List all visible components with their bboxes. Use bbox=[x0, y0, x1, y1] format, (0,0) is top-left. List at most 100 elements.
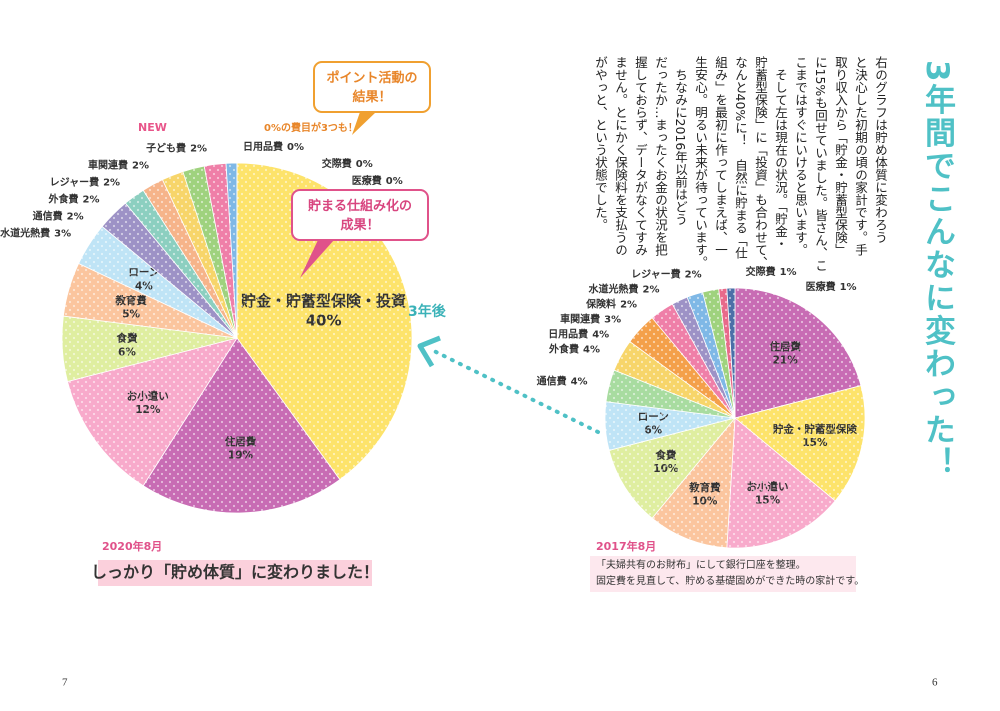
slice-category: 日用品費 bbox=[243, 140, 283, 153]
slice-value: 2% bbox=[685, 270, 702, 281]
callout-line: ポイント活動の bbox=[326, 70, 417, 86]
callout-text: 貯まる仕組み化の成果！ bbox=[308, 198, 412, 233]
body-text: 右のグラフは貯め体質に変わろう と決心した初期の頃の家計です。手 取り収入から「貯金… bbox=[570, 56, 890, 306]
slice-category: 車関連費 bbox=[560, 313, 600, 326]
slice-value: 1% bbox=[840, 282, 857, 293]
page-number: 7 bbox=[62, 677, 68, 689]
callout-line: 貯まる仕組み化の bbox=[308, 198, 412, 214]
body-line: 握しておらず、データがなくてすみ bbox=[633, 56, 648, 256]
slice-category: 日用品費 bbox=[548, 328, 588, 341]
slice-category: 通信費 bbox=[33, 210, 63, 223]
slice-label: 交際費 0% bbox=[322, 157, 373, 170]
slice-category: お小遣い bbox=[127, 390, 169, 403]
body-line: 組み」を最初に作ってしまえば、一 bbox=[713, 56, 728, 256]
arrow-head bbox=[417, 335, 441, 368]
slice-value: 4% bbox=[135, 280, 153, 292]
slice-category: 車関連費 bbox=[88, 159, 128, 172]
slice-value: 40% bbox=[306, 311, 342, 329]
callout-text: ポイント活動の結果！ bbox=[326, 70, 417, 105]
zero-note: 0%の費目が3つも！ bbox=[264, 121, 358, 134]
caption: 「夫婦共有のお財布」にして銀行口座を整理。固定費を見直して、貯める基礎固めができ… bbox=[596, 558, 864, 587]
slice-category: ローン bbox=[638, 411, 669, 423]
slice-value: 3% bbox=[54, 229, 71, 240]
slice-value: 2% bbox=[103, 178, 120, 189]
headline-bg bbox=[98, 560, 372, 586]
slice-label: 日用品費 0% bbox=[243, 140, 304, 153]
slice-label: 子ども費 2% bbox=[146, 142, 207, 155]
body-line: 貯蓄型保険」に「投資」も合わせて、 bbox=[753, 56, 768, 269]
slice-category: 交際費 bbox=[322, 157, 352, 170]
slice-value: 19% bbox=[228, 450, 254, 462]
slice-value: 10% bbox=[692, 495, 718, 507]
slice-value: 3% bbox=[604, 315, 621, 326]
slice-category: 食費 bbox=[654, 449, 676, 462]
callout-line: 結果！ bbox=[352, 89, 391, 105]
slice-value: 12% bbox=[135, 404, 161, 416]
body-line: そして左は現在の状況。「貯金・ bbox=[773, 56, 788, 250]
slice-label: 医療費 1% bbox=[806, 280, 857, 293]
slice-label: 医療費 0% bbox=[352, 174, 403, 187]
slice-label: 外食費 4% bbox=[548, 343, 600, 356]
slice-label: 車関連費 3% bbox=[560, 313, 621, 326]
body-line: 右のグラフは貯め体質に変わろう bbox=[873, 56, 888, 244]
headline: しっかり「貯め体質」に変わりました！ bbox=[91, 563, 379, 582]
date: 2017年8月 bbox=[596, 539, 656, 553]
slice-category: 貯金・貯蓄型保険 bbox=[773, 423, 857, 436]
slice-value: 4% bbox=[571, 377, 588, 388]
slice-value: 6% bbox=[118, 346, 136, 358]
body-line: だったか…まったくお金の状況を把 bbox=[653, 56, 668, 256]
slice-value: 4% bbox=[592, 330, 609, 341]
caption-bg bbox=[590, 556, 856, 592]
date: 2020年8月 bbox=[102, 539, 162, 553]
slice-label: 通信費 2% bbox=[33, 210, 84, 223]
slice-category: 保険料 bbox=[585, 298, 616, 311]
slice-category: 医療費 bbox=[806, 280, 836, 293]
arrow bbox=[430, 348, 600, 434]
slice-value: 0% bbox=[386, 176, 403, 187]
body-line: ません。とにかく保険料を支払うの bbox=[613, 56, 628, 256]
slice-category: お小遣い bbox=[747, 480, 789, 493]
callout-tail bbox=[352, 112, 376, 135]
page-number: 6 bbox=[932, 677, 938, 689]
slice-category: 通信費 bbox=[537, 375, 567, 388]
new-badge: NEW bbox=[138, 121, 167, 134]
slice-value: 4% bbox=[583, 345, 600, 356]
slice-value: 2% bbox=[643, 285, 660, 296]
arrow-label: 3年後 bbox=[408, 303, 447, 320]
slice-category: レジャー費 bbox=[50, 176, 100, 189]
slice-value: 10% bbox=[653, 463, 679, 475]
body-line: と決心した初期の頃の家計です。手 bbox=[853, 56, 868, 256]
slice-category: 食費 bbox=[115, 332, 137, 345]
slice-value: 5% bbox=[122, 309, 140, 321]
slice-value: 15% bbox=[755, 495, 781, 507]
slice-category: 教育費 bbox=[114, 294, 147, 307]
slice-value: 2% bbox=[190, 144, 207, 155]
slice-category: 医療費 bbox=[352, 174, 382, 187]
slice-label: レジャー費 2% bbox=[50, 176, 120, 189]
slice-value: 2% bbox=[620, 300, 637, 311]
slice-category: 外食費 bbox=[47, 193, 78, 206]
slice-category: 交際費 bbox=[746, 265, 776, 278]
slice-value: 1% bbox=[780, 267, 797, 278]
body-line: がやっと、という状態でした。 bbox=[593, 56, 608, 231]
slice-label: 外食費 2% bbox=[47, 193, 99, 206]
slice-category: 教育費 bbox=[688, 481, 721, 494]
slice-label: 通信費 4% bbox=[537, 375, 588, 388]
slice-category: 外食費 bbox=[548, 343, 579, 356]
slice-category: 住居費 bbox=[225, 435, 257, 448]
callout-line: 成果！ bbox=[340, 217, 379, 233]
page-title: 3年間でこんなに変わった！ bbox=[919, 60, 955, 480]
slice-value: 0% bbox=[287, 142, 304, 153]
slice-value: 15% bbox=[802, 437, 828, 449]
slice-label: 日用品費 4% bbox=[548, 328, 609, 341]
callout-box bbox=[313, 61, 431, 113]
slice-value: 2% bbox=[132, 161, 149, 172]
slice-category: 住居費 bbox=[769, 340, 801, 353]
slice-category: 水道光熱費 bbox=[0, 227, 50, 240]
slice-category: 貯金・貯蓄型保険・投資 bbox=[241, 291, 406, 309]
body-line: なんと40%に！ 自然に貯まる「仕 bbox=[733, 56, 748, 259]
body-line: ちなみに2016年以前はどう bbox=[673, 56, 688, 226]
caption-line: 「夫婦共有のお財布」にして銀行口座を整理。 bbox=[596, 558, 806, 571]
body-line: 取り収入から「貯金・貯蓄型保険」 bbox=[833, 56, 848, 256]
